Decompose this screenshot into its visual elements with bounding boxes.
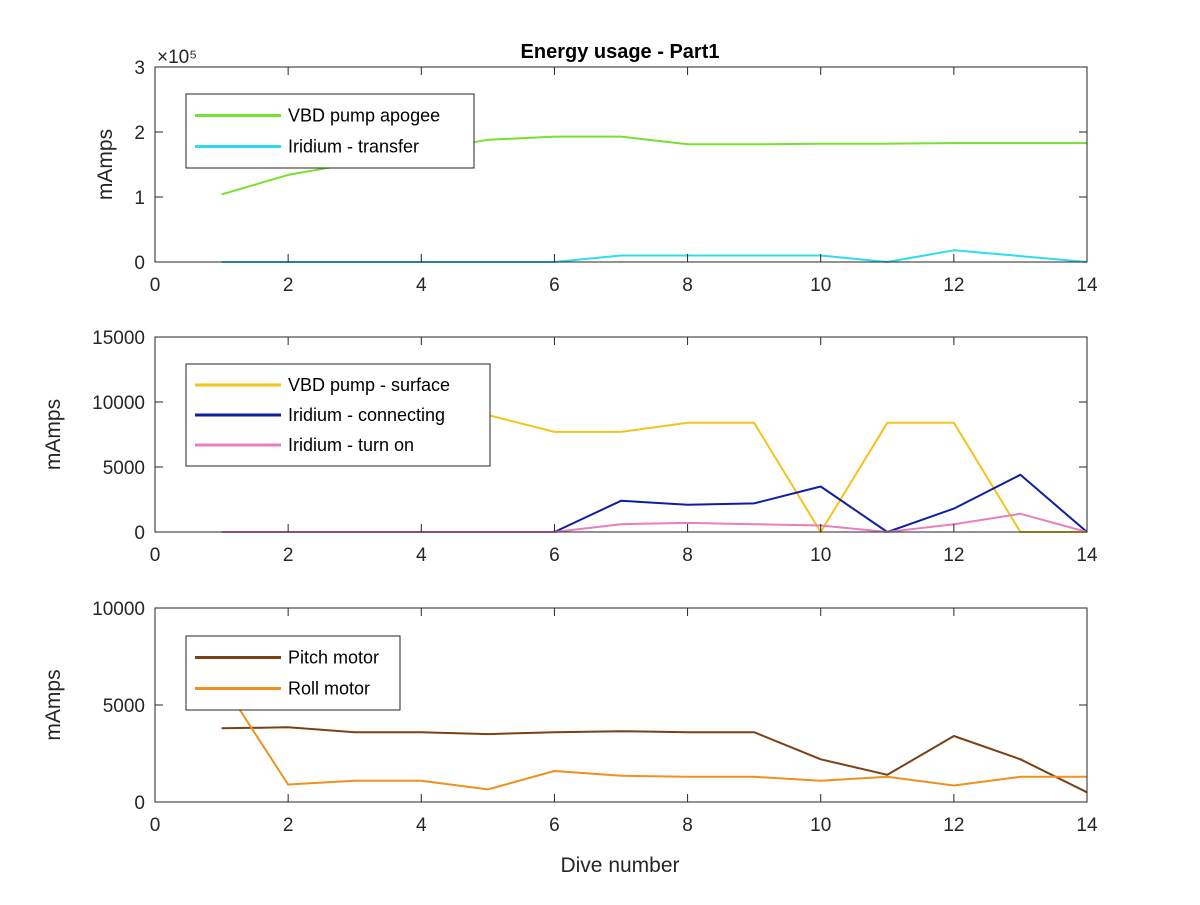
x-tick-label: 10 — [810, 275, 831, 296]
y-tick-label: 15000 — [92, 328, 145, 349]
legend-label: Iridium - transfer — [288, 137, 419, 157]
legend-label: VBD pump apogee — [288, 106, 440, 126]
x-tick-label: 2 — [283, 545, 294, 566]
x-tick-label: 10 — [810, 815, 831, 836]
legend-label: Pitch motor — [288, 648, 379, 668]
legend-label: Roll motor — [288, 679, 370, 699]
y-tick-label: 0 — [134, 523, 145, 544]
x-tick-label: 14 — [1076, 545, 1098, 566]
legend-box — [185, 93, 475, 169]
x-tick-label: 8 — [682, 815, 693, 836]
x-tick-label: 6 — [549, 545, 560, 566]
legend-label: VBD pump - surface — [288, 375, 450, 395]
legend-label: Iridium - connecting — [288, 405, 445, 425]
subplot-2: 0 2 4 6 8 10 12 14 0 5000 10000 15000 mAmps VBD pump … — [42, 328, 1098, 566]
x-tick-label: 8 — [682, 275, 693, 296]
x-tick-label: 14 — [1076, 815, 1098, 836]
x-tick-label: 8 — [682, 545, 693, 566]
x-tick-label: 0 — [150, 545, 161, 566]
series-line-3 — [221, 512, 1088, 533]
figure-title: Energy usage - Part1 — [521, 41, 720, 63]
x-tick-label: 2 — [283, 275, 294, 296]
y-axis-label: mAmps — [42, 669, 65, 740]
series-line-2 — [221, 249, 1088, 263]
y-tick-label: 5000 — [103, 458, 145, 479]
x-tick-label: 0 — [150, 275, 161, 296]
x-axis-label: Dive number — [560, 854, 679, 877]
y-tick-label: 1 — [134, 188, 145, 209]
axes-box — [154, 66, 1088, 263]
y-axis-label: mAmps — [42, 399, 65, 470]
legend-box — [185, 635, 401, 711]
axes-box — [154, 336, 1088, 533]
series-line-2 — [220, 681, 1087, 791]
x-tick-label: 4 — [416, 545, 427, 566]
y-axis-label: mAmps — [94, 129, 117, 200]
x-tick-label: 0 — [150, 815, 161, 836]
subplot-3: 0 2 4 6 8 10 12 14 0 5000 10000 mAmps Pitch motor Rol… — [42, 599, 1098, 836]
y-tick-label: 0 — [134, 793, 145, 814]
legend-label: Iridium - turn on — [288, 435, 414, 455]
y-tick-label: 0 — [134, 253, 145, 274]
x-tick-label: 6 — [549, 815, 560, 836]
x-tick-label: 10 — [810, 545, 831, 566]
y-tick-label: 5000 — [103, 696, 145, 717]
y-tick-label: 2 — [134, 123, 145, 144]
y-tick-label: 3 — [134, 58, 145, 79]
series-line-1 — [221, 726, 1088, 794]
y-exponent-label: ×10⁵ — [157, 47, 197, 68]
y-tick-label: 10000 — [92, 393, 145, 414]
x-tick-label: 12 — [943, 545, 964, 566]
x-tick-label: 12 — [943, 275, 964, 296]
y-tick-label: 10000 — [92, 599, 145, 620]
x-tick-label: 12 — [943, 815, 964, 836]
x-tick-label: 4 — [416, 275, 427, 296]
x-tick-label: 4 — [416, 815, 427, 836]
x-tick-label: 6 — [549, 275, 560, 296]
x-tick-label: 2 — [283, 815, 294, 836]
x-tick-label: 14 — [1076, 275, 1098, 296]
